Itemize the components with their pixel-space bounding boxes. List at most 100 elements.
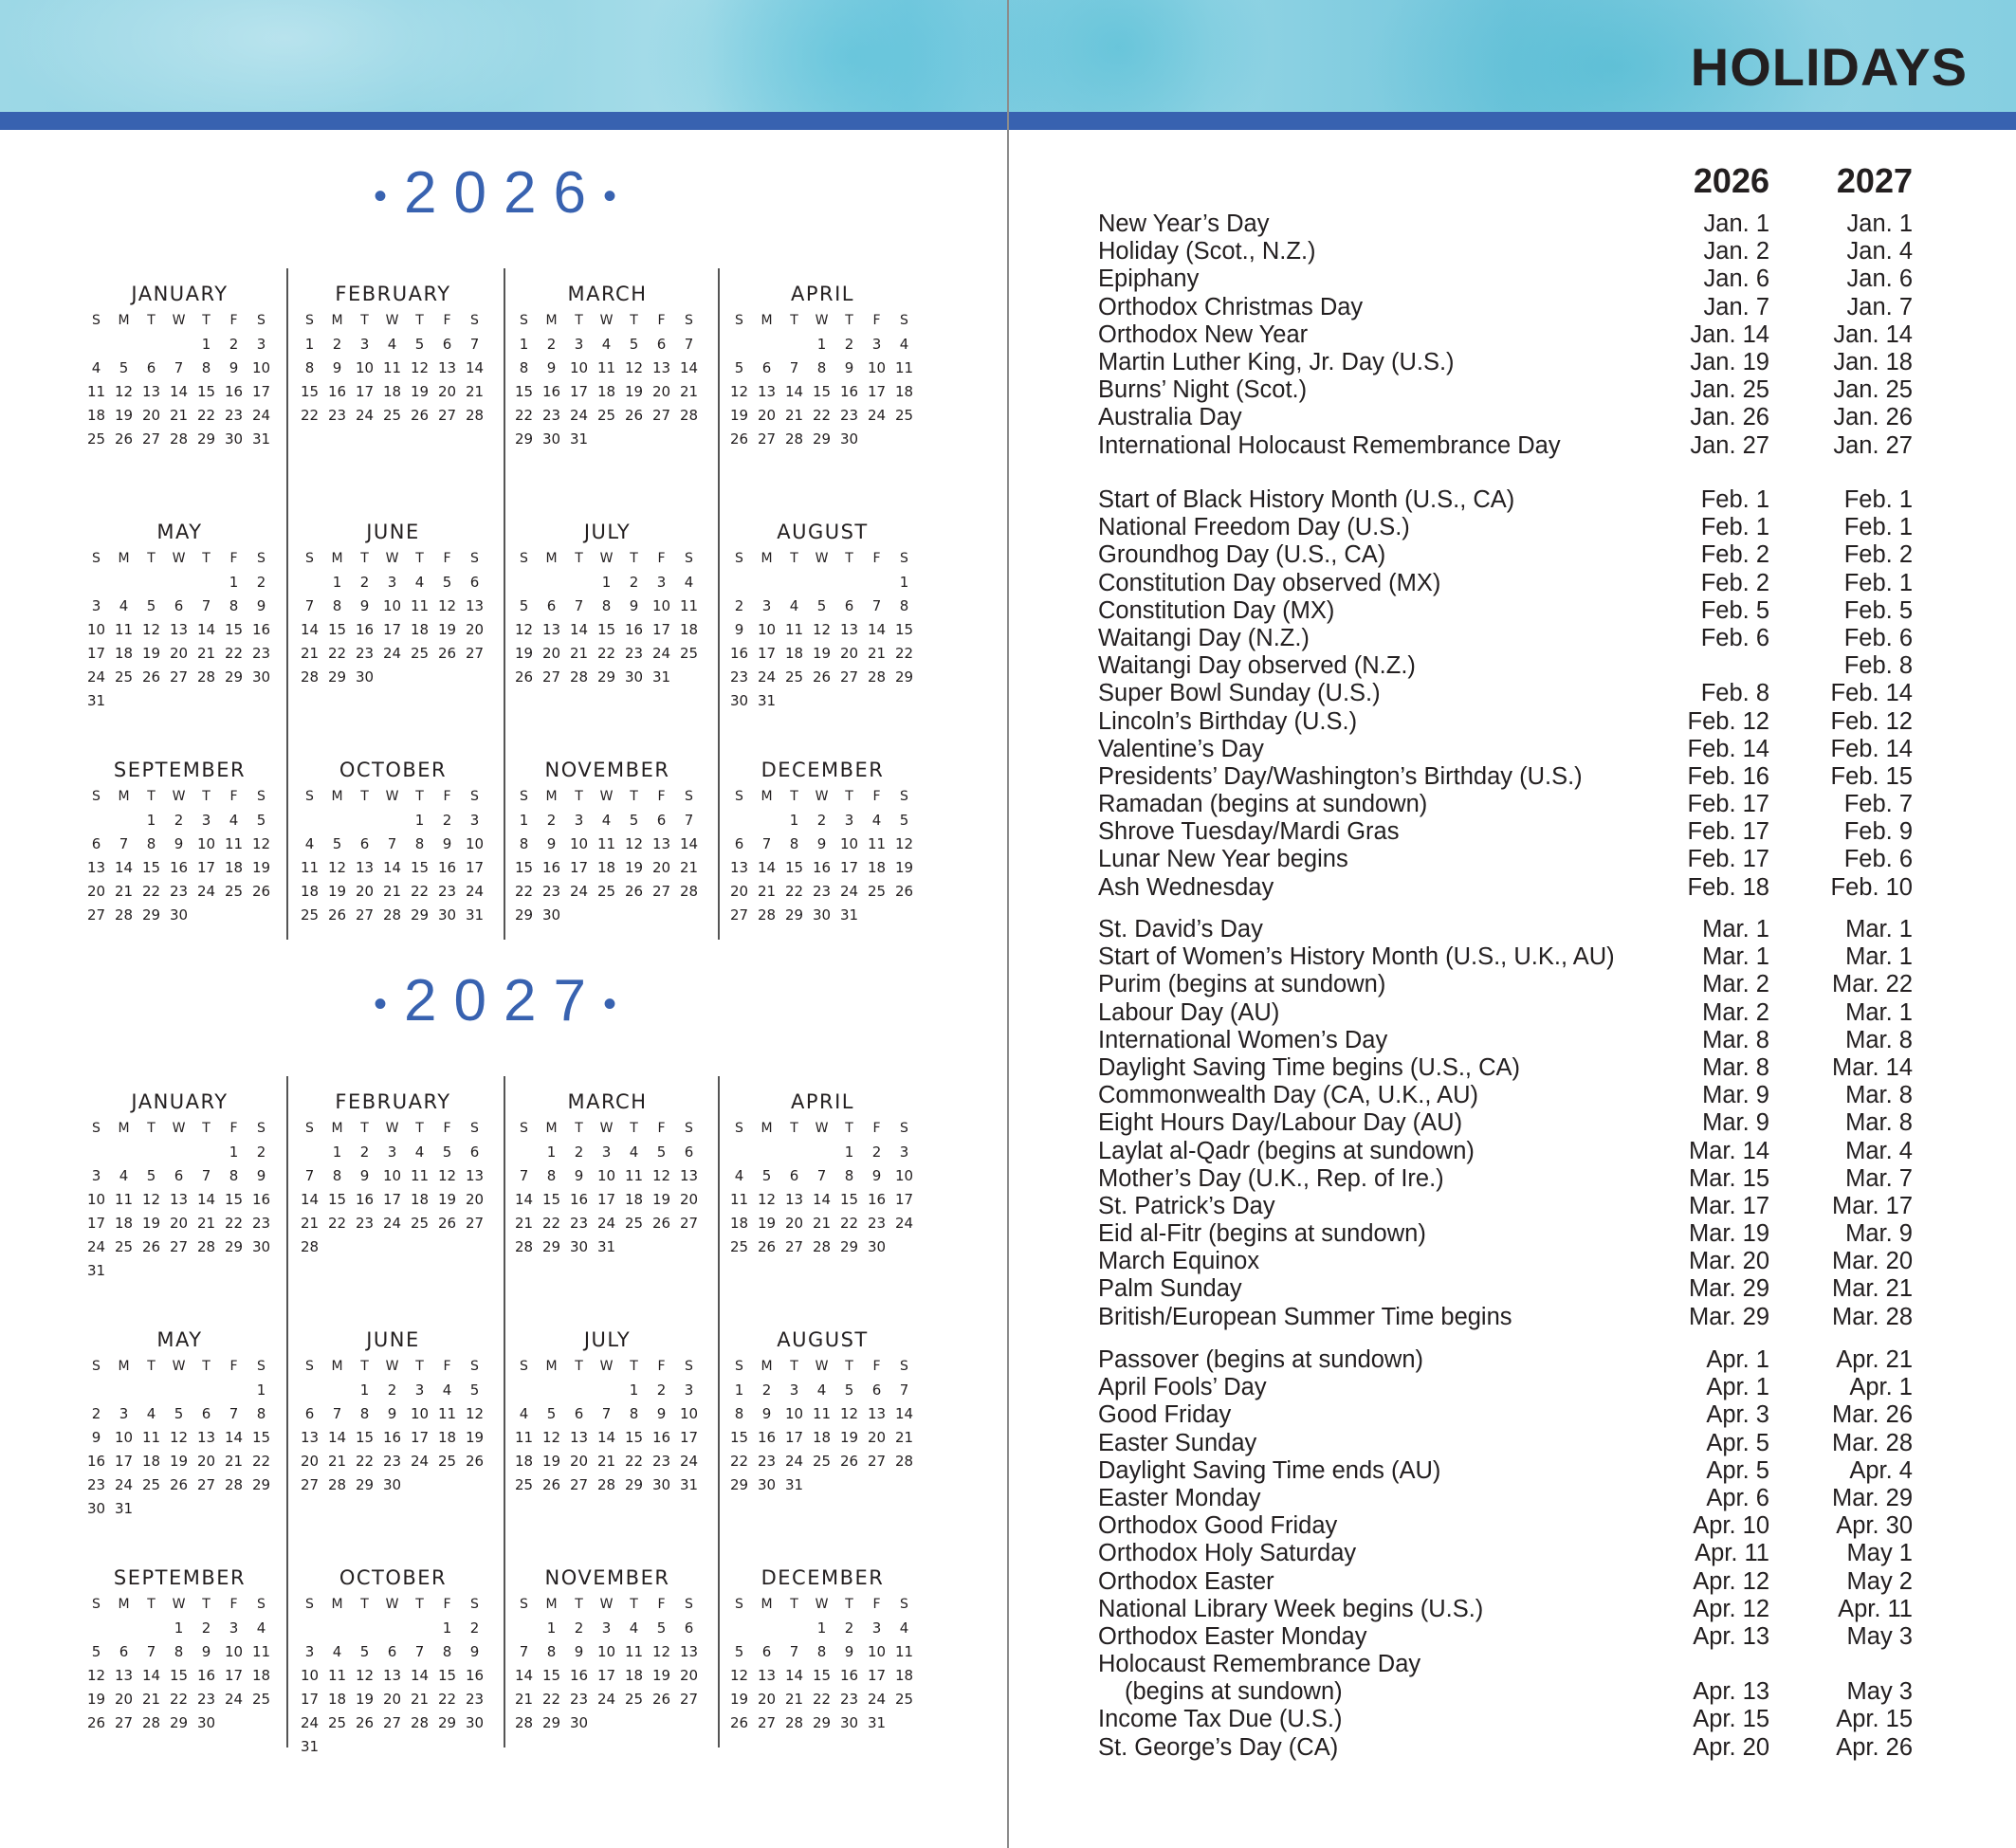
- day-cell: 1: [519, 336, 529, 353]
- day-cell: 6: [656, 336, 667, 353]
- empty-cell: [110, 809, 137, 833]
- day-cell: 5: [899, 812, 909, 829]
- weekday-header: F: [872, 789, 881, 804]
- holiday-name: Lincoln’s Birthday (U.S.): [1098, 707, 1358, 735]
- day-cell: 16: [437, 859, 457, 876]
- day-cell: 10: [465, 835, 485, 852]
- day-cell: 14: [812, 1191, 832, 1208]
- day-cell: 26: [729, 1714, 749, 1731]
- day-cell: 23: [812, 883, 832, 900]
- day-grid: S M T W T F S 1 2 3 4 5 6 7 8 9 10 11 12 13 14 15 16 17 18 19 20 21…: [725, 1355, 920, 1497]
- day-cell: 17: [679, 1429, 699, 1446]
- day-cell: 26: [651, 1215, 671, 1232]
- day-cell: 2: [442, 812, 452, 829]
- weekday-header: M: [545, 1121, 558, 1136]
- day-cell: 28: [679, 407, 699, 424]
- day-cell: 5: [629, 812, 639, 829]
- empty-cell: [323, 1379, 351, 1402]
- day-grid: S M T W T F S 1 2 3 4 5 6 7 8 9 10 11 12 13 14 15 16 17 18 19 20 21…: [725, 1593, 920, 1735]
- day-cell: 9: [469, 1643, 480, 1660]
- day-cell: 4: [899, 1619, 909, 1637]
- weekday-header: W: [385, 789, 399, 804]
- day-cell: 3: [256, 336, 266, 353]
- day-cell: 4: [629, 1144, 639, 1161]
- empty-cell: [378, 1617, 406, 1640]
- month-name: OCTOBER: [339, 1566, 448, 1589]
- day-cell: 16: [327, 383, 347, 400]
- day-cell: 4: [684, 574, 694, 591]
- empty-cell: [165, 571, 192, 595]
- day-cell: 23: [839, 1691, 859, 1708]
- day-cell: 24: [784, 1453, 804, 1470]
- day-cell: 10: [894, 1167, 914, 1184]
- day-cell: 8: [304, 359, 315, 376]
- day-cell: 17: [569, 859, 589, 876]
- holiday-name: Presidents’ Day/Washington’s Birthday (U…: [1098, 762, 1583, 790]
- day-cell: 13: [757, 383, 777, 400]
- date-2027: Jan. 26: [1833, 404, 1913, 431]
- weekday-header: S: [305, 1121, 314, 1136]
- day-cell: 27: [729, 906, 749, 924]
- day-cell: 27: [757, 1714, 777, 1731]
- day-cell: 2: [656, 1381, 667, 1399]
- day-cell: 25: [141, 1476, 161, 1493]
- day-cell: 12: [894, 835, 914, 852]
- day-cell: 1: [789, 812, 799, 829]
- day-cell: 30: [569, 1238, 589, 1255]
- day-cell: 24: [86, 668, 106, 686]
- day-cell: 16: [729, 645, 749, 662]
- day-cell: 23: [757, 1453, 777, 1470]
- holiday-row: Good Friday Apr. 3 Mar. 26: [1098, 1401, 1923, 1429]
- day-cell: 27: [141, 430, 161, 448]
- empty-cell: [110, 571, 137, 595]
- day-cell: 12: [169, 1429, 189, 1446]
- day-cell: 20: [196, 1453, 216, 1470]
- month-calendar: SEPTEMBER S M T W T F S 1 2 3 4 5 6 7 8 9 10 11 12 13 14 15 16 1…: [82, 759, 277, 927]
- day-cell: 16: [541, 383, 561, 400]
- day-cell: 17: [867, 383, 887, 400]
- date-2026: Mar. 9: [1702, 1082, 1769, 1109]
- month-calendar: SEPTEMBER S M T W T F S 1 2 3 4 5 6 7 8 9 10 11 12 13 14 15 16 1…: [82, 1566, 277, 1735]
- day-cell: 7: [574, 597, 584, 614]
- day-cell: 11: [894, 1643, 914, 1660]
- holiday-group: Passover (begins at sundown) Apr. 1 Apr. 2…: [1098, 1346, 1923, 1762]
- day-cell: 23: [729, 668, 749, 686]
- day-cell: 23: [355, 1215, 375, 1232]
- empty-cell: [780, 1617, 808, 1640]
- day-cell: 12: [410, 359, 430, 376]
- date-2027: Mar. 4: [1845, 1137, 1913, 1164]
- month-name: SEPTEMBER: [113, 759, 247, 781]
- weekday-header: M: [118, 1597, 130, 1612]
- empty-cell: [137, 1141, 165, 1164]
- holiday-row: Holocaust Remembrance Day: [1098, 1651, 1923, 1678]
- day-cell: 7: [761, 835, 772, 852]
- day-cell: 28: [596, 1476, 616, 1493]
- day-cell: 13: [355, 859, 375, 876]
- day-cell: 13: [437, 359, 457, 376]
- day-cell: 11: [114, 1191, 134, 1208]
- month-name: OCTOBER: [339, 759, 448, 781]
- weekday-header: M: [761, 1597, 773, 1612]
- day-cell: 12: [327, 859, 347, 876]
- day-cell: 27: [169, 1238, 189, 1255]
- month-calendar: JULY S M T W T F S 1 2 3 4 5 6 7 8 9 10 11 12 13 14 15 16 17 18 19…: [510, 1328, 705, 1497]
- weekday-header: F: [872, 1597, 881, 1612]
- day-cell: 19: [757, 1215, 777, 1232]
- date-2027: Feb. 12: [1830, 707, 1913, 735]
- day-cell: 14: [514, 1191, 534, 1208]
- date-2026: Apr. 6: [1706, 1484, 1769, 1511]
- day-cell: 9: [256, 1167, 266, 1184]
- day-cell: 24: [757, 668, 777, 686]
- day-cell: 1: [332, 1144, 342, 1161]
- date-2027: Jan. 14: [1833, 320, 1913, 348]
- weekday-header: M: [331, 1359, 343, 1374]
- day-cell: 16: [651, 1429, 671, 1446]
- date-2026: Mar. 20: [1688, 1248, 1769, 1275]
- holiday-name: St. George’s Day (CA): [1098, 1733, 1339, 1761]
- day-cell: 16: [251, 621, 271, 638]
- day-cell: 22: [327, 1215, 347, 1232]
- empty-cell: [753, 1617, 780, 1640]
- holiday-name: Labour Day (AU): [1098, 998, 1280, 1026]
- day-cell: 6: [146, 359, 156, 376]
- day-cell: 29: [514, 430, 534, 448]
